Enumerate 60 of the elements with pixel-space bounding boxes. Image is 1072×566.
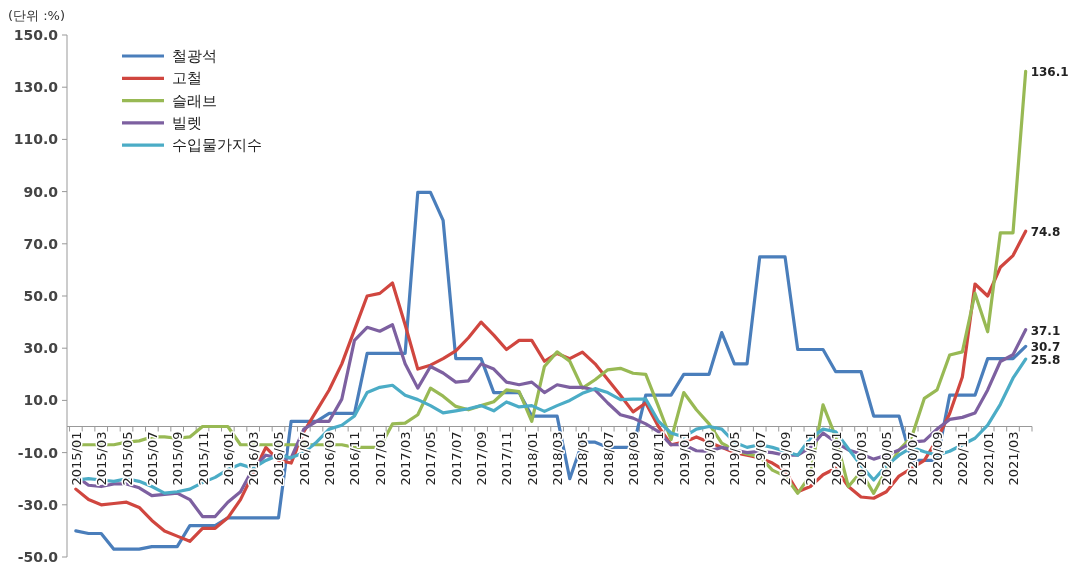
x-tick-label: 2015/11 bbox=[195, 431, 211, 486]
legend-label: 빌렛 bbox=[172, 113, 202, 132]
x-tick-label: 2016/03 bbox=[246, 431, 262, 486]
data-label: 25.8 bbox=[1030, 353, 1061, 368]
data-label: 74.8 bbox=[1030, 225, 1061, 240]
x-tick-label: 2016/07 bbox=[296, 431, 312, 486]
x-tick-label: 2020/09 bbox=[930, 431, 946, 486]
x-tick-label: 2019/11 bbox=[803, 431, 819, 486]
data-label: 30.7 bbox=[1030, 340, 1061, 355]
x-tick-label: 2017/05 bbox=[423, 431, 439, 486]
y-tick-label: 90.0 bbox=[23, 183, 59, 200]
x-tick-label: 2015/03 bbox=[94, 431, 110, 486]
x-tick-label: 2020/05 bbox=[879, 431, 895, 486]
x-tick-label: 2015/09 bbox=[170, 431, 186, 486]
x-tick-label: 2015/05 bbox=[119, 431, 135, 486]
legend-label: 철광석 bbox=[172, 47, 217, 65]
y-tick-label: 150.0 bbox=[13, 27, 59, 43]
y-tick-label: 110.0 bbox=[13, 131, 59, 148]
x-tick-label: 2017/03 bbox=[398, 431, 414, 486]
x-tick-label: 2021/03 bbox=[1006, 431, 1021, 486]
y-tick-label: -50.0 bbox=[17, 549, 59, 565]
x-tick-label: 2016/05 bbox=[271, 431, 287, 486]
y-tick-label: 130.0 bbox=[13, 79, 59, 96]
x-tick-label: 2019/09 bbox=[778, 431, 794, 486]
legend-label: 수입물가지수 bbox=[172, 136, 262, 155]
y-tick-label: 50.0 bbox=[23, 288, 59, 304]
x-tick-label: 2018/11 bbox=[651, 431, 667, 486]
x-tick-label: 2019/03 bbox=[702, 431, 718, 486]
y-tick-label: -10.0 bbox=[17, 444, 59, 461]
x-tick-label: 2020/11 bbox=[955, 431, 971, 486]
x-tick-label: 2020/01 bbox=[828, 431, 844, 486]
x-tick-label: 2019/01 bbox=[676, 431, 692, 486]
x-tick-label: 2019/05 bbox=[727, 431, 743, 486]
data-label: 37.1 bbox=[1030, 323, 1061, 338]
x-tick-label: 2018/07 bbox=[600, 431, 616, 486]
x-tick-label: 2018/03 bbox=[550, 431, 566, 486]
x-tick-label: 2020/07 bbox=[904, 431, 920, 486]
x-tick-label: 2018/09 bbox=[626, 431, 642, 486]
x-tick-label: 2019/07 bbox=[752, 431, 768, 486]
y-tick-label: -30.0 bbox=[17, 496, 59, 513]
y-axis-title: (단위 :%) bbox=[8, 8, 66, 23]
data-label: 136.1 bbox=[1030, 65, 1069, 80]
x-tick-label: 2021/01 bbox=[980, 431, 996, 486]
x-tick-label: 2016/11 bbox=[347, 431, 363, 486]
x-tick-label: 2017/09 bbox=[474, 431, 490, 486]
legend-label: 고철 bbox=[172, 69, 202, 88]
x-tick-label: 2015/07 bbox=[144, 431, 160, 486]
x-tick-label: 2017/11 bbox=[499, 431, 515, 486]
x-tick-label: 2017/07 bbox=[448, 431, 464, 486]
x-tick-label: 2020/03 bbox=[854, 431, 870, 486]
x-tick-label: 2018/05 bbox=[575, 431, 591, 486]
x-tick-label: 2016/09 bbox=[322, 431, 338, 486]
y-tick-label: 70.0 bbox=[23, 235, 59, 252]
x-tick-label: 2015/01 bbox=[68, 431, 84, 486]
x-tick-label: 2017/01 bbox=[372, 431, 388, 486]
y-tick-label: 30.0 bbox=[23, 340, 59, 357]
y-tick-label: 10.0 bbox=[23, 392, 59, 409]
x-tick-label: 2016/01 bbox=[220, 431, 236, 486]
x-tick-label: 2018/01 bbox=[524, 431, 540, 486]
legend-label: 슬래브 bbox=[172, 91, 217, 110]
